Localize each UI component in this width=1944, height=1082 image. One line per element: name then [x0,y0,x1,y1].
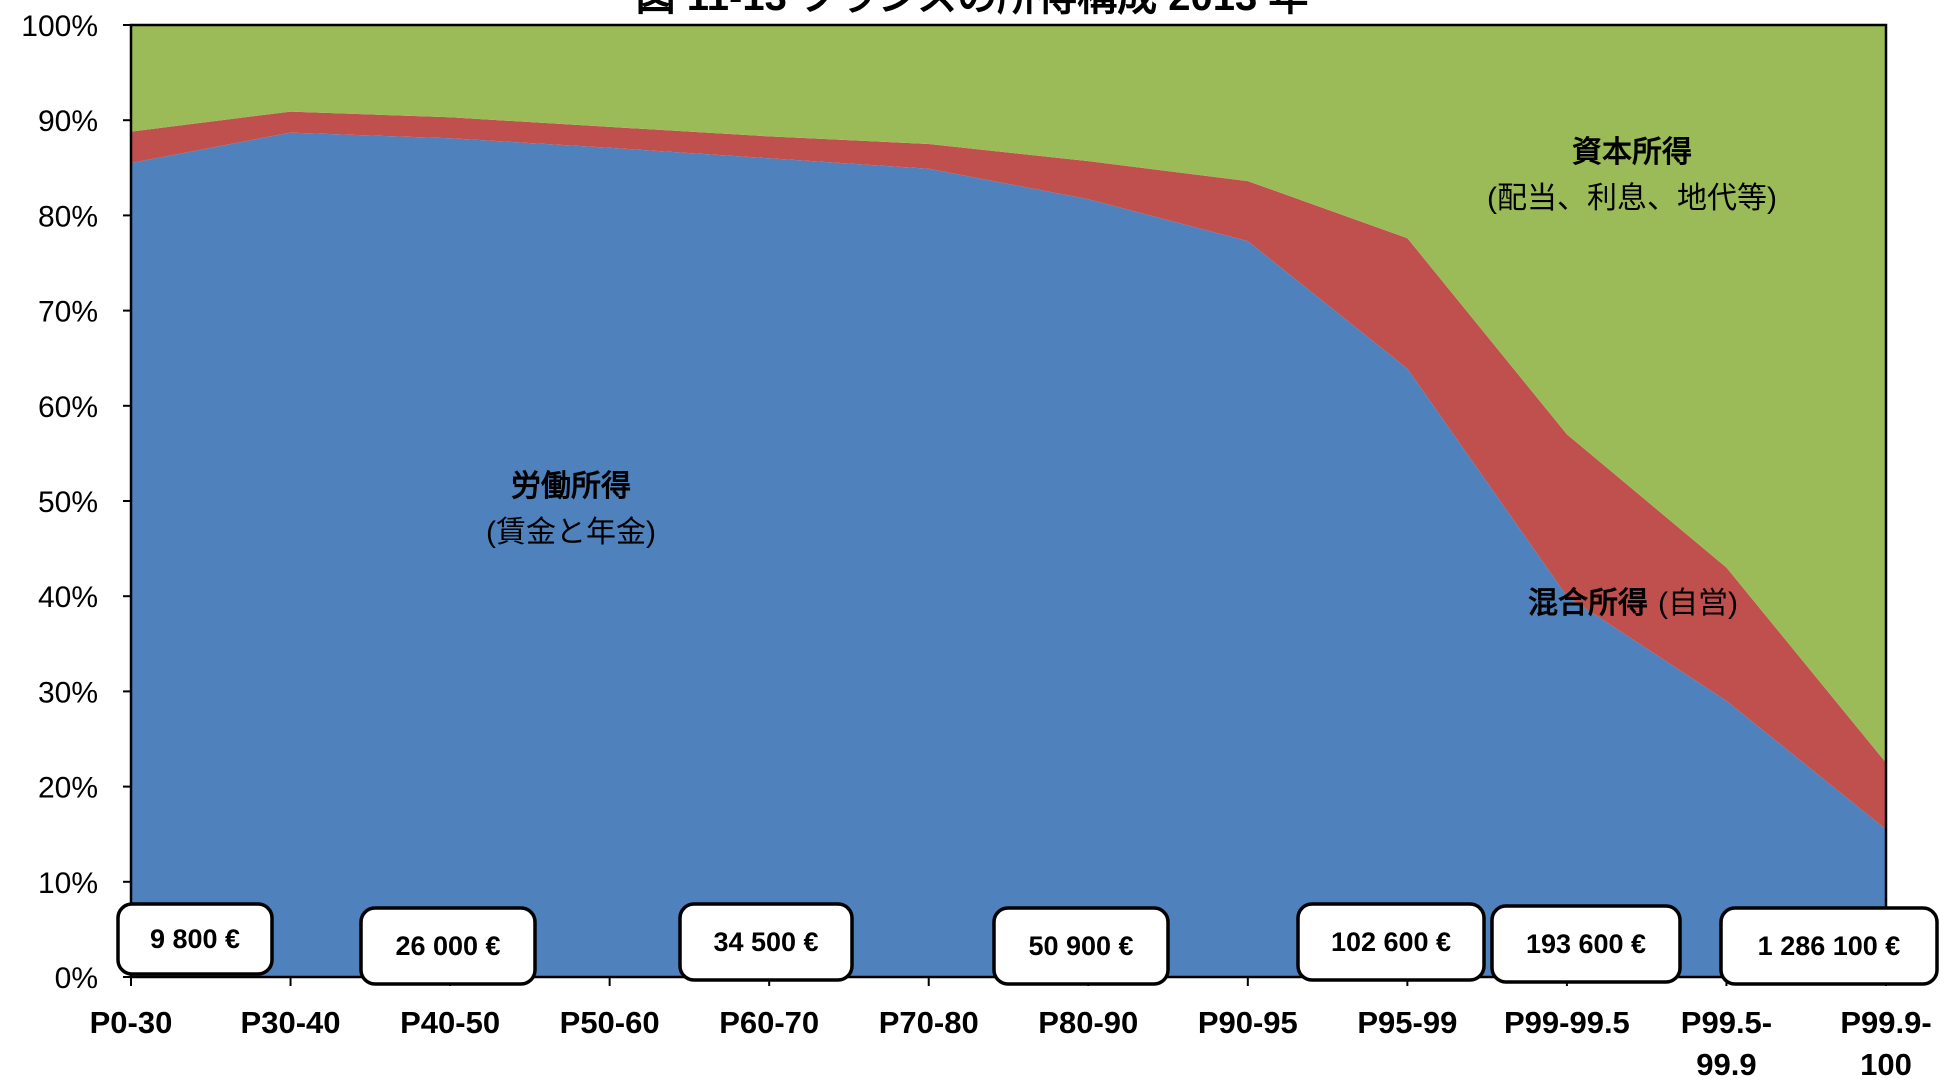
x-tick-label: P70-80 [879,1005,979,1040]
capital-income-label: 資本所得 [1572,136,1692,169]
income-box-frame [1719,906,1939,986]
x-tick-label: P99.9- [1840,1005,1931,1040]
y-tick-label: 50% [38,486,98,519]
labor-income-sublabel: (賃金と年金) [486,516,656,549]
income-box-frame [1490,904,1682,984]
income-box: 26 000 € [359,906,537,986]
x-tick-label: P99.5- [1681,1005,1772,1040]
y-tick-label: 90% [38,105,98,138]
y-tick-label: 70% [38,296,98,329]
mixed-income-label: 混合所得 [1528,586,1648,620]
income-box-label: 34 500 € [713,927,818,957]
income-box-frame [1296,902,1486,982]
x-tick-label: 100 [1860,1047,1912,1077]
x-tick-label: P30-40 [241,1005,341,1040]
income-box-frame [992,906,1170,986]
y-tick-label: 10% [38,867,98,900]
axis-layer: 0% 10% 20% 30% 40% 50% 60% 70% 80% 90% 100% P0-30 P3… [21,10,1931,1082]
income-box: 34 500 € [678,902,854,982]
area-series-3 [131,25,1886,763]
income-box-label: 9 800 € [150,924,240,954]
income-box-frame [678,902,854,982]
income-box: 50 900 € [992,906,1170,986]
income-box-label: 26 000 € [395,931,500,961]
y-tick-label: 20% [38,772,98,805]
y-tick-label: 40% [38,581,98,614]
area-series-1 [131,132,1886,978]
chart-title: 図 11-13 フランスの所得構成 2013 年 [636,0,1309,19]
income-box-frame [116,902,274,976]
y-tick-label: 100% [21,10,98,43]
income-box-label: 1 286 100 € [1758,931,1901,961]
area-series-2 [131,111,1886,830]
income-box-layer: 9 800 € 26 000 € 34 500 € 50 900 € 102 600 €… [116,902,1939,986]
income-box-label: 102 600 € [1331,927,1451,957]
income-box: 102 600 € [1296,902,1486,982]
annotation-layer: 資本所得 (配当、利息、地代等) 労働所得 (賃金と年金) 混合所得 (自営) [486,136,1777,620]
y-tick-label: 30% [38,676,98,709]
area-layer [131,25,1886,978]
income-box-label: 193 600 € [1526,929,1646,959]
x-tick-label: P60-70 [719,1005,819,1040]
y-tick-label: 60% [38,391,98,424]
x-tick-label: 99.9 [1696,1047,1756,1077]
x-tick-label: P99-99.5 [1504,1005,1630,1040]
income-box-label: 50 900 € [1028,931,1133,961]
labor-income-label: 労働所得 [511,470,631,503]
mixed-income-sublabel: (自営) [1658,587,1738,620]
chart-title-layer: 図 11-13 フランスの所得構成 2013 年 [636,0,1309,19]
capital-income-sublabel: (配当、利息、地代等) [1487,182,1777,215]
x-tick-label: P40-50 [400,1005,500,1040]
x-tick-label: P95-99 [1357,1005,1457,1040]
income-box: 9 800 € [116,902,274,976]
y-tick-label: 80% [38,200,98,233]
x-tick-label: P50-60 [560,1005,660,1040]
y-tick-label: 0% [55,962,98,995]
x-tick-label: P90-95 [1198,1005,1298,1040]
income-box-frame [359,906,537,986]
x-tick-label: P0-30 [90,1005,173,1040]
income-box: 193 600 € [1490,904,1682,984]
income-box: 1 286 100 € [1719,906,1939,986]
x-tick-label: P80-90 [1038,1005,1138,1040]
